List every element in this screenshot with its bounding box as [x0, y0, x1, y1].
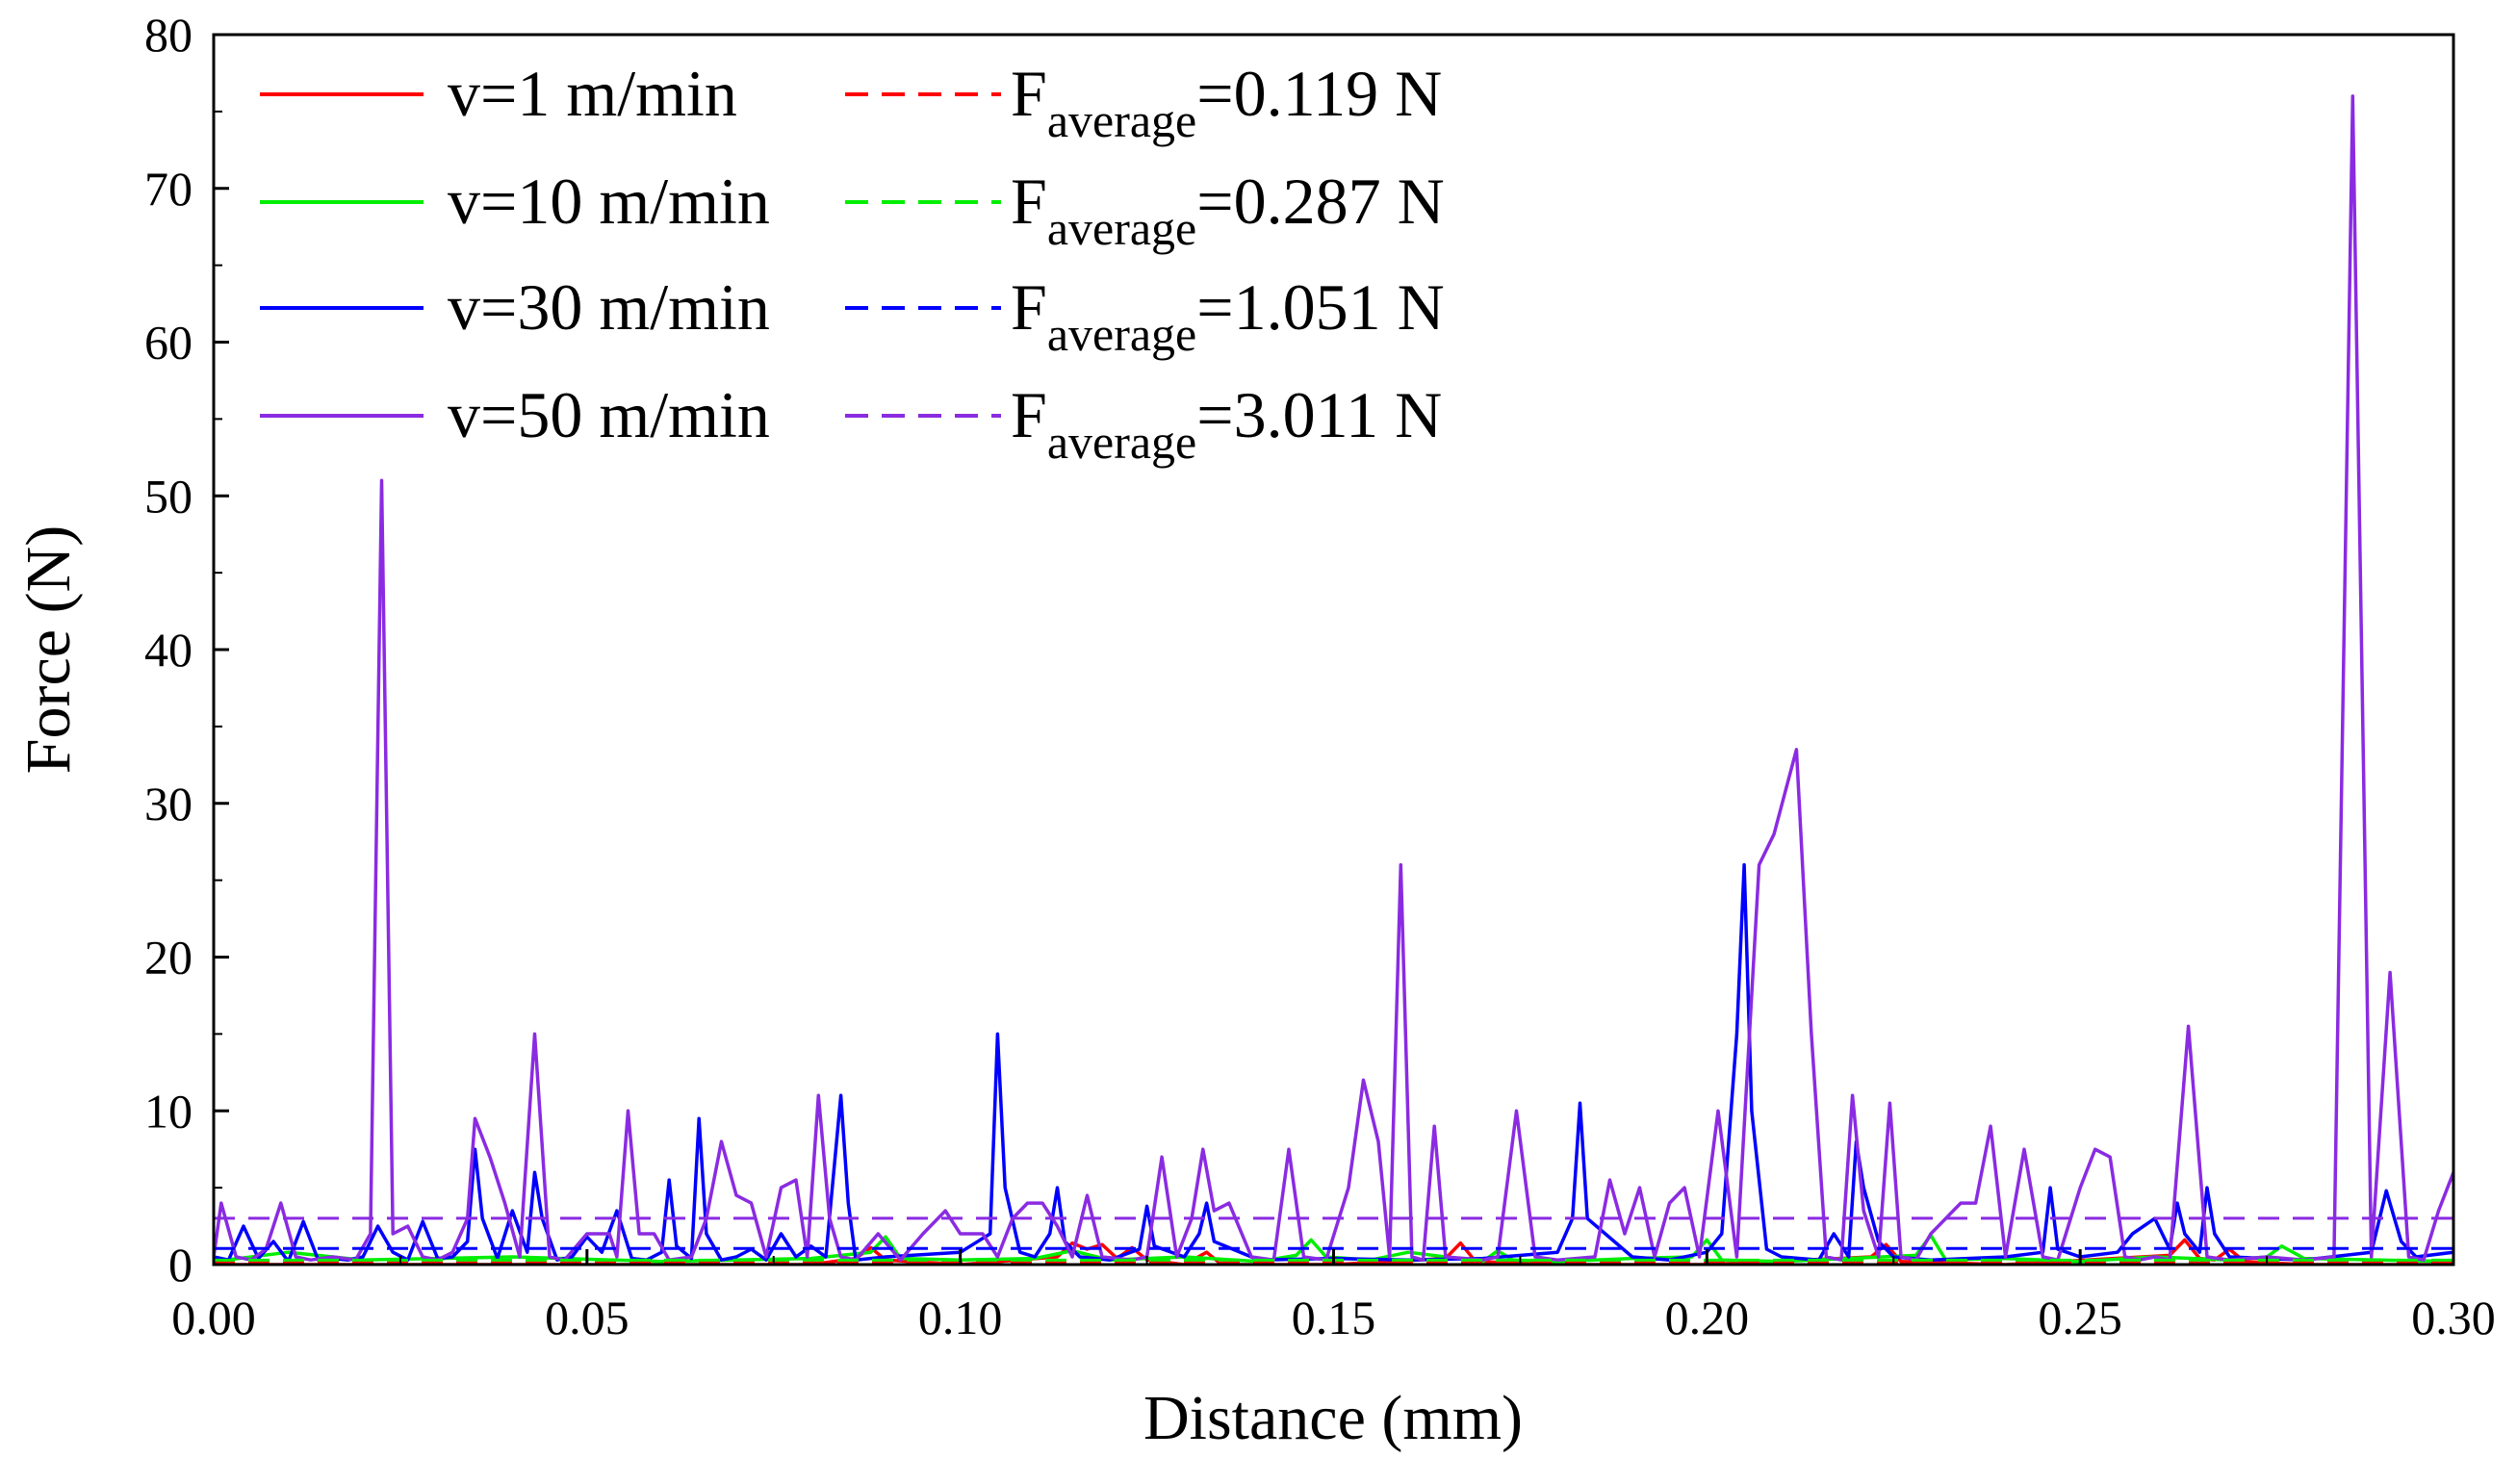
legend-average-value: =0.287 N [1196, 165, 1444, 238]
legend-average-label: Faverage=0.287 N [1011, 165, 1445, 255]
legend-average-value: =0.119 N [1196, 57, 1442, 130]
legend-label: v=1 m/min [448, 57, 737, 130]
y-tick-label: 10 [144, 1084, 193, 1138]
y-tick-label: 60 [144, 316, 193, 370]
x-tick-label: 0.25 [2038, 1291, 2122, 1344]
legend-average-symbol: F [1011, 378, 1047, 451]
x-tick-label: 0.00 [171, 1291, 256, 1344]
legend-average-subscript: average [1047, 201, 1196, 255]
legend: v=1 m/min Faverage=0.119 Nv=10 m/min Faver… [260, 57, 1445, 469]
y-axis-ticks: 0 10 20 30 40 50 60 70 80 [144, 8, 229, 1292]
x-tick-label: 0.05 [545, 1291, 629, 1344]
x-axis-ticks: 0.00 0.05 0.10 0.15 0.20 0.25 0.30 [171, 1249, 2496, 1344]
legend-average-symbol: F [1011, 165, 1047, 238]
y-tick-label: 50 [144, 469, 193, 523]
x-axis-title: Distance (mm) [1143, 1383, 1523, 1453]
y-axis-title: Force (N) [13, 525, 84, 774]
y-tick-label: 30 [144, 777, 193, 831]
y-tick-label: 0 [168, 1238, 193, 1292]
series-line-3 [214, 862, 2453, 1264]
x-tick-label: 0.20 [1665, 1291, 1750, 1344]
legend-average-label: Faverage=1.051 N [1011, 270, 1445, 361]
legend-average-subscript: average [1047, 415, 1196, 469]
x-tick-label: 0.30 [2411, 1291, 2496, 1344]
y-tick-label: 20 [144, 931, 193, 985]
y-tick-label: 80 [144, 8, 193, 62]
legend-average-subscript: average [1047, 307, 1196, 361]
series-line-1 [214, 1238, 2453, 1265]
legend-label: v=30 m/min [448, 270, 770, 344]
legend-average-subscript: average [1047, 93, 1196, 147]
legend-label: v=10 m/min [448, 165, 770, 238]
legend-average-symbol: F [1011, 270, 1047, 344]
legend-average-label: Faverage=0.119 N [1011, 57, 1442, 147]
legend-average-value: =1.051 N [1196, 270, 1444, 344]
x-tick-label: 0.10 [918, 1291, 1003, 1344]
y-tick-label: 40 [144, 623, 193, 677]
y-tick-label: 70 [144, 162, 193, 216]
legend-label: v=50 m/min [448, 378, 770, 451]
legend-average-label: Faverage=3.011 N [1011, 378, 1442, 469]
x-tick-label: 0.15 [1292, 1291, 1376, 1344]
legend-average-value: =3.011 N [1196, 378, 1442, 451]
legend-average-symbol: F [1011, 57, 1047, 130]
